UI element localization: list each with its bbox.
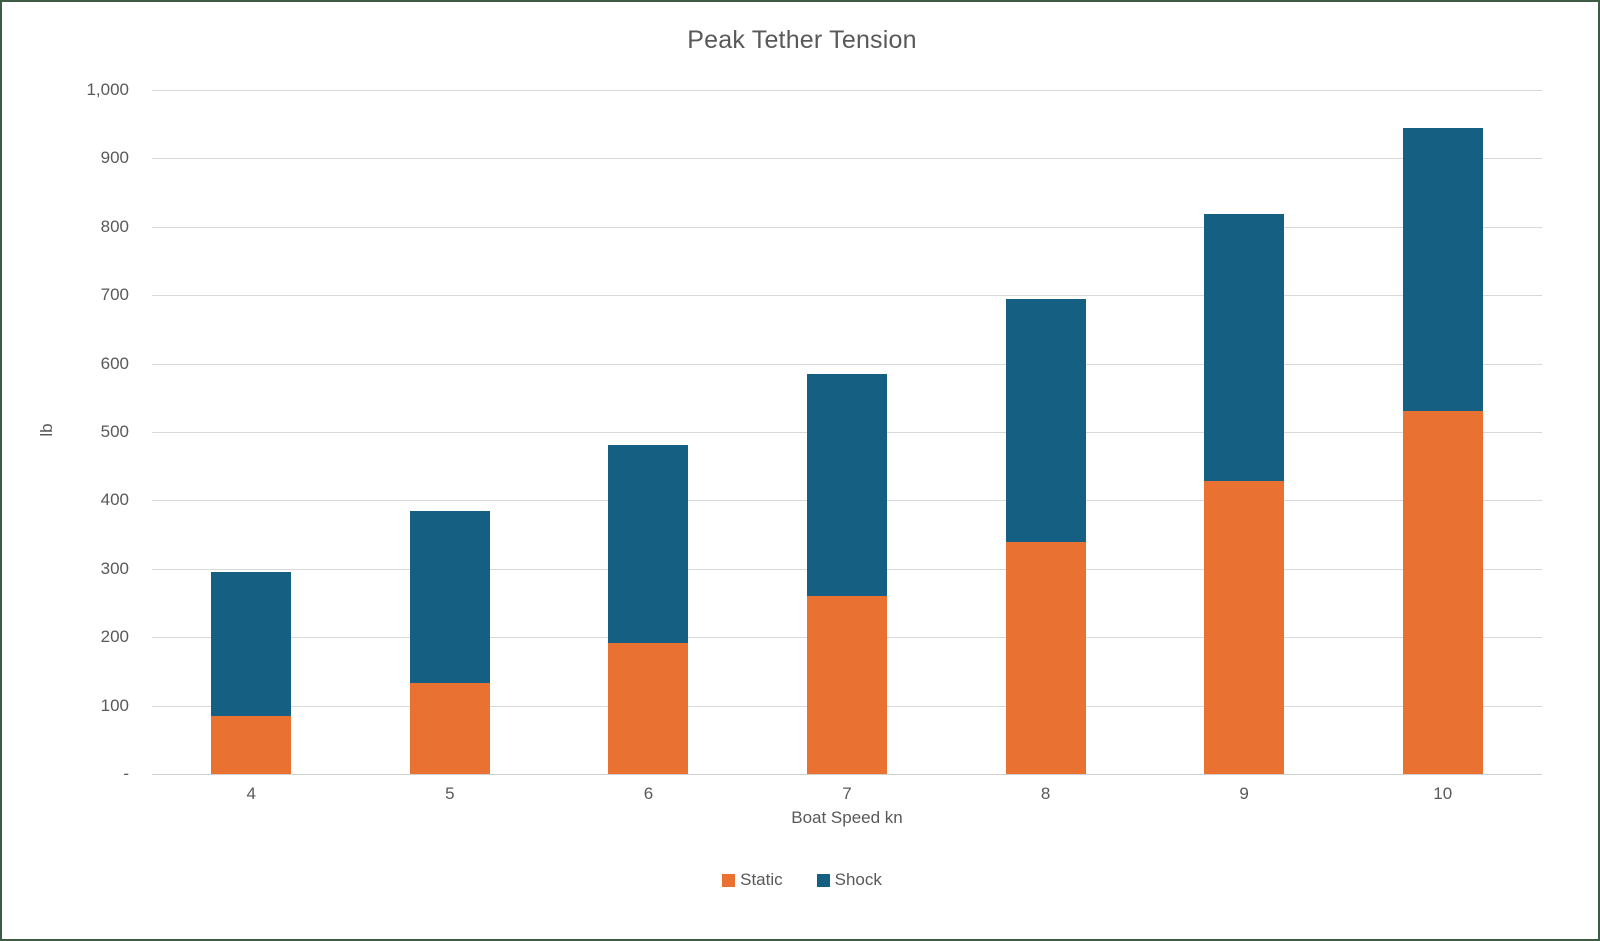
legend-swatch-shock bbox=[816, 873, 830, 887]
bar-segment-static bbox=[409, 683, 490, 774]
y-tick-label: 300 bbox=[100, 558, 129, 578]
x-tick-label: 5 bbox=[445, 784, 455, 803]
bar-segment-shock bbox=[807, 373, 887, 597]
bar-segment-shock bbox=[1005, 299, 1086, 543]
bar-segment-static bbox=[807, 596, 887, 774]
y-tick-label: 1,000 bbox=[86, 80, 129, 99]
legend-label: Static bbox=[740, 870, 783, 889]
x-axis-title: Boat Speed kn bbox=[791, 808, 903, 827]
y-tick-label: 800 bbox=[100, 216, 129, 236]
bar-column-speed-8 bbox=[1005, 90, 1086, 774]
y-tick-label: 700 bbox=[100, 285, 129, 305]
gridline bbox=[152, 158, 1542, 160]
gridline bbox=[152, 363, 1542, 365]
legend-label: Shock bbox=[834, 870, 882, 889]
legend-item-static: Static bbox=[722, 870, 783, 890]
y-tick-label: 600 bbox=[100, 353, 129, 373]
bar-segment-static bbox=[608, 643, 689, 774]
x-tick-label: 7 bbox=[842, 784, 852, 803]
gridline bbox=[152, 295, 1542, 297]
plot-area bbox=[152, 90, 1542, 775]
bar-column-speed-10 bbox=[1402, 90, 1483, 774]
legend: Static Shock bbox=[2, 870, 1598, 890]
bar-segment-shock bbox=[211, 572, 292, 716]
x-tick-label: 8 bbox=[1040, 784, 1051, 803]
bar-column-speed-7 bbox=[807, 90, 887, 774]
bar-segment-static bbox=[1005, 542, 1086, 774]
y-tick-label: 500 bbox=[100, 422, 129, 441]
legend-swatch-static bbox=[722, 873, 736, 887]
x-axis-line bbox=[152, 774, 1542, 775]
bar-segment-shock bbox=[1402, 127, 1483, 412]
chart-title: Peak Tether Tension bbox=[687, 26, 917, 54]
gridline bbox=[152, 226, 1542, 228]
x-tick-label: 4 bbox=[246, 784, 257, 803]
bar-segment-shock bbox=[608, 445, 689, 644]
bar-segment-shock bbox=[1204, 213, 1285, 481]
y-tick-label: 100 bbox=[100, 695, 129, 715]
bar-column-speed-6 bbox=[608, 90, 689, 774]
bar-column-speed-9 bbox=[1204, 90, 1285, 774]
bar-segment-static bbox=[1204, 480, 1285, 774]
bar-segment-static bbox=[1402, 411, 1483, 774]
y-tick-label: - bbox=[123, 764, 129, 783]
bar-column-speed-5 bbox=[409, 90, 490, 774]
x-tick-label: 10 bbox=[1433, 784, 1453, 803]
bar-segment-static bbox=[211, 715, 292, 774]
y-tick-label: 400 bbox=[100, 490, 129, 510]
bar-column-speed-4 bbox=[211, 90, 292, 774]
y-tick-label: 200 bbox=[100, 627, 129, 647]
bar-segment-shock bbox=[409, 510, 490, 684]
y-tick-label: 900 bbox=[100, 148, 129, 168]
gridline bbox=[152, 90, 1542, 91]
x-tick-label: 9 bbox=[1239, 784, 1249, 803]
x-tick-label: 6 bbox=[643, 784, 654, 803]
legend-item-shock: Shock bbox=[816, 870, 882, 890]
